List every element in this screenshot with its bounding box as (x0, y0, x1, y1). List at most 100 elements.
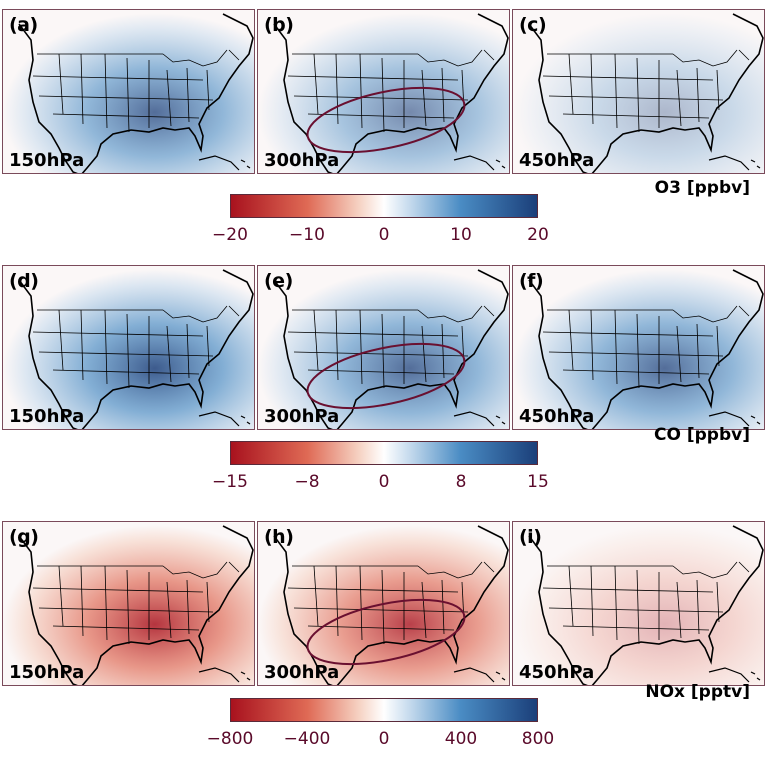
map-svg (3, 10, 254, 173)
island (246, 165, 251, 169)
map-svg (258, 10, 509, 173)
island (750, 415, 756, 419)
region-ellipse (306, 342, 466, 410)
panel-label: (d) (9, 270, 39, 292)
state-border (568, 565, 574, 627)
state-border (52, 369, 200, 375)
colorbar-tick-label: −800 (206, 729, 254, 749)
panel-label: (i) (519, 526, 542, 548)
state-border (738, 305, 750, 317)
state-border (287, 331, 459, 337)
state-border (313, 53, 319, 115)
island (495, 159, 501, 163)
state-border (381, 57, 385, 133)
map-panel: (c) 450hPa (512, 9, 765, 174)
state-border (287, 75, 459, 81)
island (453, 155, 495, 171)
state-border (52, 625, 200, 631)
state-border (483, 561, 495, 573)
state-border (441, 323, 445, 379)
island (501, 421, 506, 425)
state-border (716, 325, 720, 367)
coastline (273, 525, 509, 685)
state-border (696, 323, 700, 379)
map-panel: (e) 300hPa (257, 265, 510, 430)
state-border (162, 305, 228, 323)
colorbar-ticks: −20 −10 0 10 20 (212, 225, 549, 247)
pressure-level: 300hPa (264, 406, 340, 427)
map-svg (258, 522, 509, 685)
map-svg (513, 522, 764, 685)
state-border (126, 313, 130, 389)
island (750, 671, 756, 675)
map-panel: (b) 300hPa (257, 9, 510, 174)
pressure-level: 150hPa (9, 150, 85, 171)
coastline (273, 269, 509, 429)
state-border (80, 53, 84, 125)
island (198, 411, 240, 427)
field-fill (513, 10, 764, 173)
colorbar-tick-label: −15 (212, 472, 248, 492)
state-border (417, 49, 483, 67)
state-border (381, 569, 385, 645)
coastline (528, 269, 764, 429)
pressure-level: 300hPa (264, 150, 340, 171)
coastline (273, 13, 509, 173)
state-border (590, 565, 594, 637)
state-border (562, 113, 710, 119)
state-border (417, 561, 483, 579)
pressure-level: 450hPa (519, 150, 595, 171)
map-panel: (f) 450hPa (512, 265, 765, 430)
state-border (417, 305, 483, 323)
state-border (696, 579, 700, 635)
island (240, 415, 246, 419)
state-border (483, 305, 495, 317)
coastline (528, 13, 764, 173)
coastline (528, 525, 764, 685)
state-border (335, 53, 339, 125)
island (756, 165, 761, 169)
island (750, 159, 756, 163)
pressure-level: 150hPa (9, 406, 85, 427)
state-border (307, 625, 455, 631)
state-border (58, 309, 64, 371)
colorbar-tick-label: 0 (378, 472, 390, 492)
state-border (287, 587, 459, 593)
map-svg (513, 266, 764, 429)
state-border (228, 305, 240, 317)
island (501, 677, 506, 681)
state-border (716, 581, 720, 623)
colorbar-tick-label: −400 (283, 729, 331, 749)
state-border (186, 579, 190, 635)
state-border (672, 305, 738, 323)
state-border (636, 569, 640, 645)
state-border (672, 561, 738, 579)
colorbar-ticks: −800 −400 0 400 800 (207, 729, 555, 751)
pressure-level: 450hPa (519, 406, 595, 427)
panel-label: (f) (519, 270, 544, 292)
state-border (590, 309, 594, 381)
island (495, 415, 501, 419)
state-border (38, 351, 214, 357)
state-border (38, 607, 214, 613)
island (708, 155, 750, 171)
state-border (58, 53, 64, 115)
colorbar (230, 698, 538, 722)
species-unit-label: O3 [ppbv] (654, 178, 750, 198)
state-border (696, 67, 700, 123)
state-border (228, 49, 240, 61)
colorbar (230, 194, 538, 218)
state-border (738, 49, 750, 61)
state-border (293, 351, 469, 357)
state-border (542, 587, 714, 593)
field-fill (3, 522, 254, 685)
state-border (441, 67, 445, 123)
island (246, 677, 251, 681)
state-border (568, 53, 574, 115)
island (453, 667, 495, 683)
state-border (636, 57, 640, 133)
field-fill (3, 266, 254, 429)
state-border (162, 49, 228, 67)
colorbar-tick-label: 0 (378, 729, 390, 749)
state-border (206, 325, 210, 367)
